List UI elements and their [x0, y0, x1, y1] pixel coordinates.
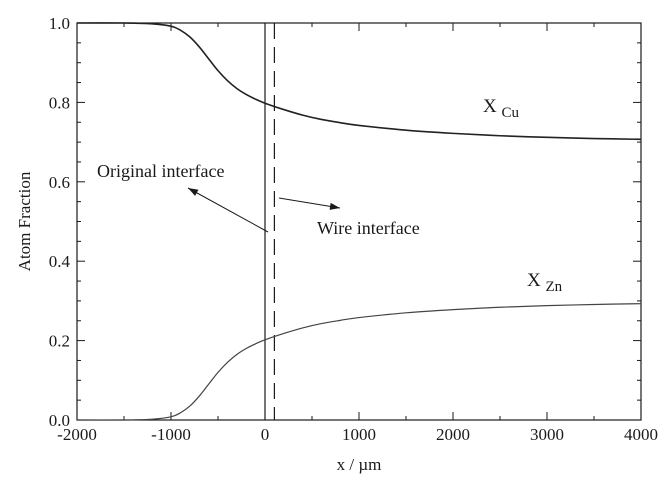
original-interface-label: Original interface — [97, 161, 224, 181]
x-tick-label: 2000 — [436, 425, 470, 444]
wire-interface-arrow-head — [329, 202, 340, 210]
x-tick-label: -1000 — [151, 425, 191, 444]
original-interface-arrow-head — [188, 188, 199, 196]
wire-interface-label: Wire interface — [317, 218, 420, 238]
x-tick-label: 4000 — [624, 425, 658, 444]
x-cu-curve — [76, 22, 642, 141]
y-axis-ticks: 0.0 0.2 0.4 0.6 0.8 1.0 — [49, 14, 641, 430]
x-axis-title: x / µm — [337, 455, 382, 474]
x-tick-label: 3000 — [530, 425, 564, 444]
x-tick-label: 0 — [261, 425, 270, 444]
interface-lines — [264, 23, 275, 420]
y-tick-label: 0.6 — [49, 173, 70, 192]
series-lines — [76, 22, 642, 421]
y-tick-label: 0.4 — [49, 252, 71, 271]
y-tick-label: 0.2 — [49, 332, 70, 351]
y-tick-label: 1.0 — [49, 14, 70, 33]
x-cu-label: X Cu — [483, 96, 519, 121]
x-zn-label: X Zn — [527, 270, 563, 295]
annotations: X Cu X Zn Original interface Wire interface — [97, 96, 563, 295]
y-tick-label: 0.0 — [49, 411, 70, 430]
x-zn-curve — [76, 303, 642, 421]
y-tick-label: 0.8 — [49, 93, 70, 112]
original-interface-arrow-shaft — [187, 187, 269, 233]
y-axis-title: Atom Fraction — [15, 171, 34, 271]
x-tick-label: -2000 — [57, 425, 97, 444]
x-axis-ticks: -2000 -1000 0 1000 2000 3000 4000 — [57, 23, 658, 444]
wire-interface-arrow-shaft — [278, 197, 341, 209]
axis-labels: x / µm Atom Fraction — [15, 171, 381, 474]
x-tick-label: 1000 — [342, 425, 376, 444]
